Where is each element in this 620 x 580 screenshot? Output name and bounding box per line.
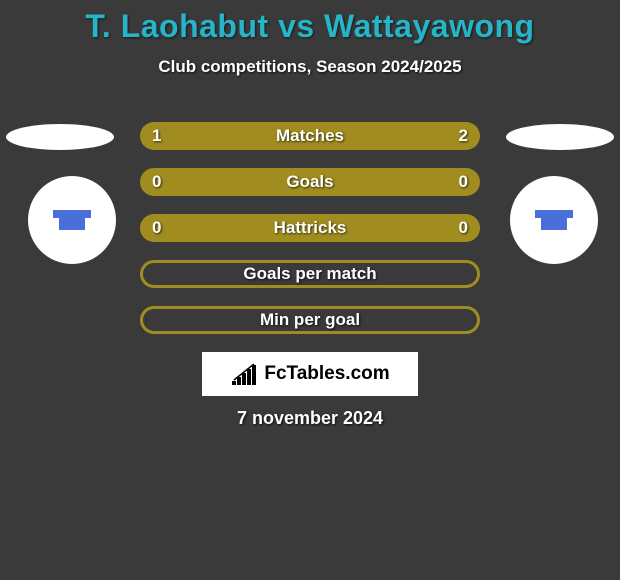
stat-label: Matches xyxy=(276,126,344,146)
stat-label: Hattricks xyxy=(274,218,347,238)
stat-left-value: 0 xyxy=(152,172,161,192)
player-right-shadow xyxy=(506,124,614,150)
stat-row-goals: 0 Goals 0 xyxy=(140,168,480,196)
player-left-shadow xyxy=(6,124,114,150)
stat-right-value: 0 xyxy=(459,172,468,192)
stat-row-goals-per-match: Goals per match xyxy=(140,260,480,288)
footer-date: 7 november 2024 xyxy=(0,408,620,429)
stat-label: Min per goal xyxy=(260,309,360,331)
stat-label: Goals per match xyxy=(243,263,376,285)
stat-row-hattricks: 0 Hattricks 0 xyxy=(140,214,480,242)
stat-left-value: 0 xyxy=(152,218,161,238)
bar-chart-icon xyxy=(230,363,258,385)
stat-left-value: 1 xyxy=(152,126,161,146)
player-left-avatar xyxy=(28,176,116,264)
brand-text: FcTables.com xyxy=(264,363,389,385)
jersey-icon xyxy=(59,210,85,230)
page-subtitle: Club competitions, Season 2024/2025 xyxy=(0,57,620,77)
comparison-infographic: T. Laohabut vs Wattayawong Club competit… xyxy=(0,0,620,580)
page-title: T. Laohabut vs Wattayawong xyxy=(0,0,620,45)
player-right-avatar xyxy=(510,176,598,264)
stat-row-min-per-goal: Min per goal xyxy=(140,306,480,334)
stat-row-matches: 1 Matches 2 xyxy=(140,122,480,150)
stat-right-value: 0 xyxy=(459,218,468,238)
jersey-icon xyxy=(541,210,567,230)
stat-right-value: 2 xyxy=(459,126,468,146)
stat-rows: 1 Matches 2 0 Goals 0 0 Hattricks 0 Goals per mat… xyxy=(140,122,480,352)
stat-label: Goals xyxy=(286,172,333,192)
brand-box: FcTables.com xyxy=(202,352,418,396)
